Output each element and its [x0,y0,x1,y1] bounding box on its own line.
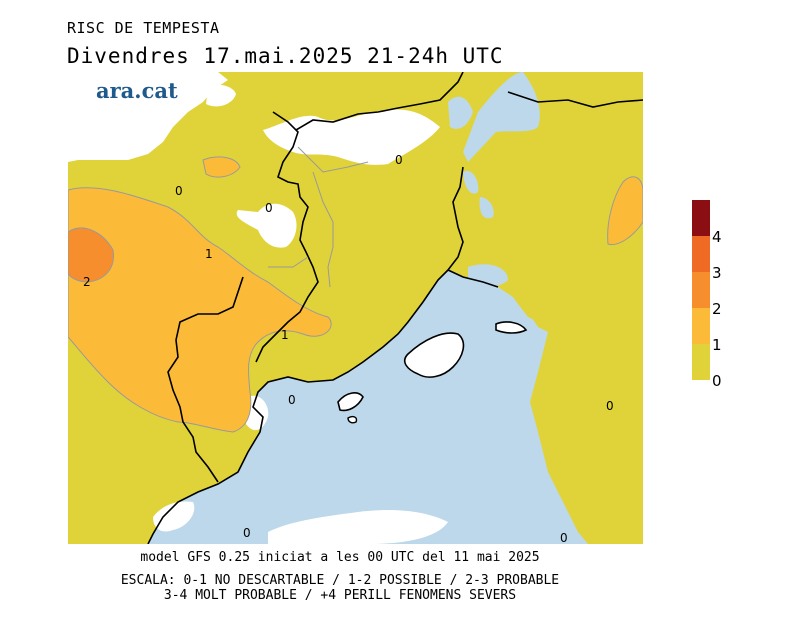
legend-swatch-level-0-1 [692,344,710,380]
storm-risk-map: 0 0 0 1 2 1 0 0 0 0 [68,72,643,544]
legend-swatch-level-2-3 [692,272,710,308]
legend-swatch-level-3-4 [692,236,710,272]
no-data-area-north-blob [206,84,236,107]
map-subtitle: Divendres 17.mai.2025 21-24h UTC [67,44,504,68]
risk-area-level-1-2-east [607,176,643,246]
no-data-area-south [153,501,195,532]
scale-description-line-2: 3-4 MOLT PROBABLE / +4 PERILL FENOMENS S… [163,588,517,603]
land-east [453,72,643,544]
no-data-area-northwest [68,72,228,162]
no-data-area-africa [268,510,448,544]
contour-label-0-east: 0 [606,399,614,413]
border-line-northeast [295,72,464,131]
risk-area-level-1-2-north [202,156,241,178]
legend-tick-2: 2 [712,300,722,318]
contour-label-0-north: 0 [395,153,403,167]
contour-label-1-center: 1 [205,247,213,261]
island-ibiza [337,392,364,412]
scale-description-line-1: ESCALA: 0-1 NO DESCARTABLE / 1-2 POSSIBL… [120,573,560,588]
risk-area-level-2-3 [68,227,115,283]
sea-gulf-north [463,72,540,162]
legend-tick-4: 4 [712,228,722,246]
mediterranean-sea [148,270,643,544]
contour-label-0-south: 0 [243,526,251,540]
legend-swatch-level-1-2 [692,308,710,344]
regional-border-gray [268,146,369,288]
sea-pocket-north [463,171,479,194]
island-menorca [495,321,528,334]
border-line-west [167,276,244,483]
sea-gulf-upper [448,96,473,129]
legend-tick-1: 1 [712,336,722,354]
island-mallorca [403,332,465,378]
contour-label-0-northwest: 0 [175,184,183,198]
contour-label-0-coast: 0 [288,393,296,407]
legend-tick-3: 3 [712,264,722,282]
border-line-north [255,111,319,363]
contour-label-0-pyrenees: 0 [265,201,273,215]
model-info: model GFS 0.25 iniciat a les 00 UTC del … [140,550,540,565]
map-title: RISC DE TEMPESTA [67,19,220,37]
no-data-area-andorra [236,203,297,248]
legend-tick-0: 0 [712,372,722,390]
border-line-east [507,91,643,108]
risk-area-level-1-2 [68,187,332,433]
ara-cat-logo: ara.cat [96,78,178,103]
coastline [147,166,499,544]
contour-label-2-west: 2 [83,275,91,289]
contour-label-0-southeast: 0 [560,531,568,544]
risk-legend [692,200,712,380]
legend-swatch-level-4-plus [692,200,710,236]
contour-label-1-coast: 1 [281,328,289,342]
sea-pocket-center [479,197,494,219]
island-formentera [347,415,358,424]
